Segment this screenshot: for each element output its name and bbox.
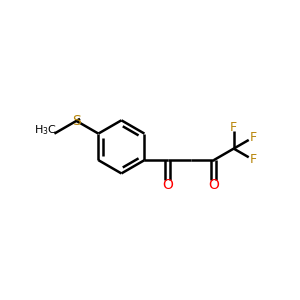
Text: H$_3$C: H$_3$C [34, 123, 57, 137]
Text: O: O [162, 178, 173, 192]
Text: O: O [208, 178, 219, 192]
Text: S: S [72, 114, 81, 128]
Text: F: F [230, 121, 237, 134]
Text: F: F [250, 131, 257, 144]
Text: F: F [250, 153, 257, 166]
